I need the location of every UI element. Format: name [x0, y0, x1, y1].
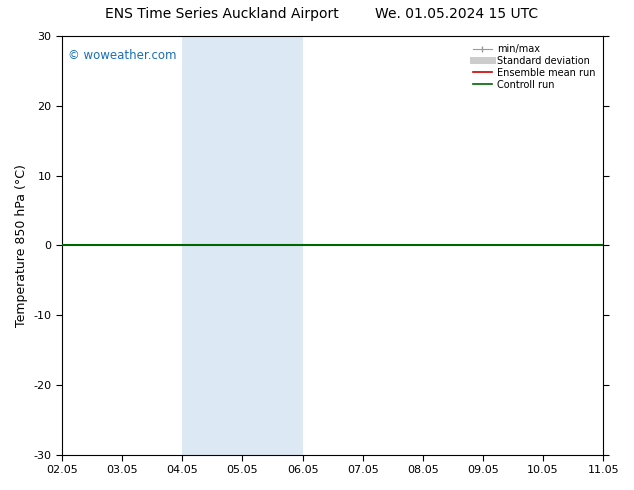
- Text: We. 01.05.2024 15 UTC: We. 01.05.2024 15 UTC: [375, 7, 538, 22]
- Text: ENS Time Series Auckland Airport: ENS Time Series Auckland Airport: [105, 7, 339, 22]
- Text: © woweather.com: © woweather.com: [67, 49, 176, 62]
- Legend: min/max, Standard deviation, Ensemble mean run, Controll run: min/max, Standard deviation, Ensemble me…: [470, 41, 598, 93]
- Bar: [183, 36, 302, 455]
- Y-axis label: Temperature 850 hPa (°C): Temperature 850 hPa (°C): [15, 164, 28, 327]
- Bar: [603, 36, 633, 455]
